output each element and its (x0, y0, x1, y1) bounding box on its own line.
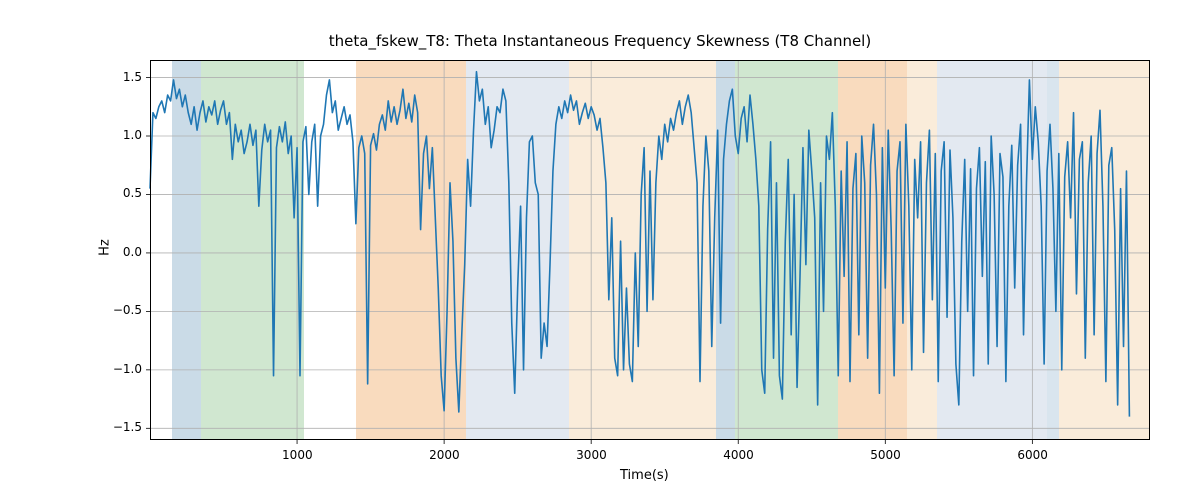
y-tick-label: −1.5 (102, 420, 142, 434)
x-tick-label: 2000 (429, 448, 460, 462)
plot-area (150, 60, 1150, 440)
y-tick-label: 0.0 (102, 245, 142, 259)
plot-svg (150, 60, 1150, 440)
chart-title: theta_fskew_T8: Theta Instantaneous Freq… (0, 32, 1200, 50)
x-tick-label: 1000 (282, 448, 313, 462)
x-tick-label: 6000 (1017, 448, 1048, 462)
x-tick-label: 5000 (870, 448, 901, 462)
x-axis-label: Time(s) (620, 468, 669, 483)
chart-root: theta_fskew_T8: Theta Instantaneous Freq… (0, 0, 1200, 500)
y-tick-label: −1.0 (102, 362, 142, 376)
x-tick-label: 3000 (576, 448, 607, 462)
y-tick-label: −0.5 (102, 303, 142, 317)
x-tick-label: 4000 (723, 448, 754, 462)
y-tick-label: 1.0 (102, 128, 142, 142)
y-tick-label: 1.5 (102, 70, 142, 84)
y-tick-label: 0.5 (102, 186, 142, 200)
